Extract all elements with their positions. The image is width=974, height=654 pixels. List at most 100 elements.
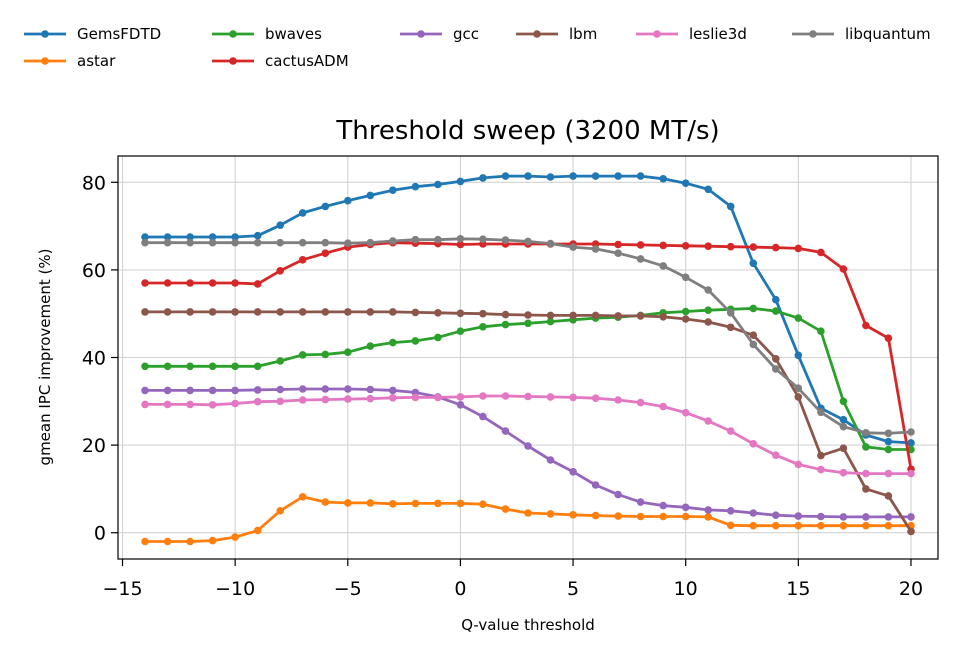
data-point: [389, 386, 397, 395]
data-point: [524, 509, 532, 517]
data-point: [501, 505, 510, 513]
data-point: [862, 485, 870, 493]
legend-label: astar: [77, 52, 116, 70]
data-point: [749, 259, 758, 268]
data-point: [208, 536, 217, 545]
data-point: [636, 241, 645, 249]
data-point: [344, 499, 352, 507]
data-point: [884, 334, 893, 343]
data-point: [298, 493, 307, 501]
data-point: [569, 172, 577, 180]
grid-lines: [118, 156, 938, 559]
data-point: [817, 465, 825, 474]
data-point: [659, 501, 667, 510]
data-point: [186, 400, 194, 409]
data-point: [321, 498, 330, 506]
data-point: [456, 401, 465, 409]
legend-entry-gemsfdtd: GemsFDTD: [24, 25, 161, 43]
data-point: [636, 512, 645, 521]
data-point: [817, 451, 825, 460]
data-point: [276, 267, 285, 275]
data-point: [636, 312, 645, 320]
data-point: [276, 507, 285, 515]
data-point: [794, 460, 803, 469]
legend-entry-lbm: lbm: [516, 25, 597, 43]
data-point: [434, 235, 442, 244]
data-point: [839, 513, 848, 521]
y-tick-label: 60: [82, 260, 106, 282]
data-point: [479, 309, 487, 318]
data-point: [862, 321, 870, 330]
data-point: [794, 521, 803, 530]
data-point: [839, 415, 848, 424]
data-point: [321, 385, 330, 393]
data-point: [186, 308, 194, 316]
data-point: [591, 394, 600, 403]
data-point: [704, 286, 712, 294]
data-point: [524, 172, 532, 180]
data-point: [434, 333, 442, 342]
legend-label: gcc: [453, 25, 479, 43]
data-point: [839, 468, 848, 477]
data-point: [862, 521, 870, 530]
data-point: [253, 308, 262, 316]
series-libquantum: [141, 235, 915, 438]
data-point: [163, 362, 172, 371]
data-point: [456, 235, 465, 243]
data-point: [907, 513, 915, 521]
data-point: [614, 396, 622, 404]
data-point: [726, 309, 735, 317]
data-point: [794, 393, 803, 401]
data-point: [186, 537, 194, 546]
data-point: [749, 521, 758, 530]
data-point: [772, 355, 780, 363]
data-point: [704, 318, 712, 326]
data-point: [726, 323, 735, 332]
legend-entry-bwaves: bwaves: [212, 25, 322, 43]
data-point: [772, 511, 780, 519]
data-point: [839, 521, 848, 530]
legend-marker: [653, 30, 661, 38]
data-point: [186, 233, 194, 241]
data-point: [884, 429, 893, 438]
data-point: [456, 393, 465, 401]
data-point: [726, 521, 735, 530]
data-point: [298, 255, 307, 264]
data-point: [208, 362, 217, 371]
data-point: [749, 331, 758, 340]
data-point: [636, 398, 645, 407]
data-point: [344, 395, 352, 403]
data-point: [208, 386, 217, 395]
data-point: [231, 533, 239, 541]
data-point: [614, 249, 622, 257]
data-point: [636, 172, 645, 180]
data-point: [636, 255, 645, 263]
data-point: [704, 306, 712, 315]
data-point: [884, 513, 893, 521]
data-point: [231, 362, 239, 371]
data-point: [884, 469, 893, 478]
data-point: [456, 240, 465, 249]
data-point: [817, 512, 825, 521]
data-point: [772, 365, 780, 373]
data-point: [163, 386, 172, 395]
data-point: [456, 327, 465, 336]
data-point: [253, 238, 262, 247]
legend-label: libquantum: [845, 25, 931, 43]
data-point: [344, 348, 352, 357]
data-point: [501, 427, 510, 435]
x-tick-label: 0: [454, 578, 466, 600]
legend-label: bwaves: [265, 25, 322, 43]
data-point: [681, 503, 690, 512]
series-layer: [141, 172, 915, 546]
data-point: [141, 233, 149, 241]
legend-marker: [41, 30, 49, 38]
data-point: [524, 442, 532, 450]
legend-marker: [229, 30, 237, 38]
data-point: [186, 362, 194, 371]
data-point: [501, 320, 510, 329]
data-point: [321, 308, 330, 316]
data-point: [411, 499, 420, 508]
data-point: [141, 400, 149, 409]
data-point: [366, 342, 375, 350]
